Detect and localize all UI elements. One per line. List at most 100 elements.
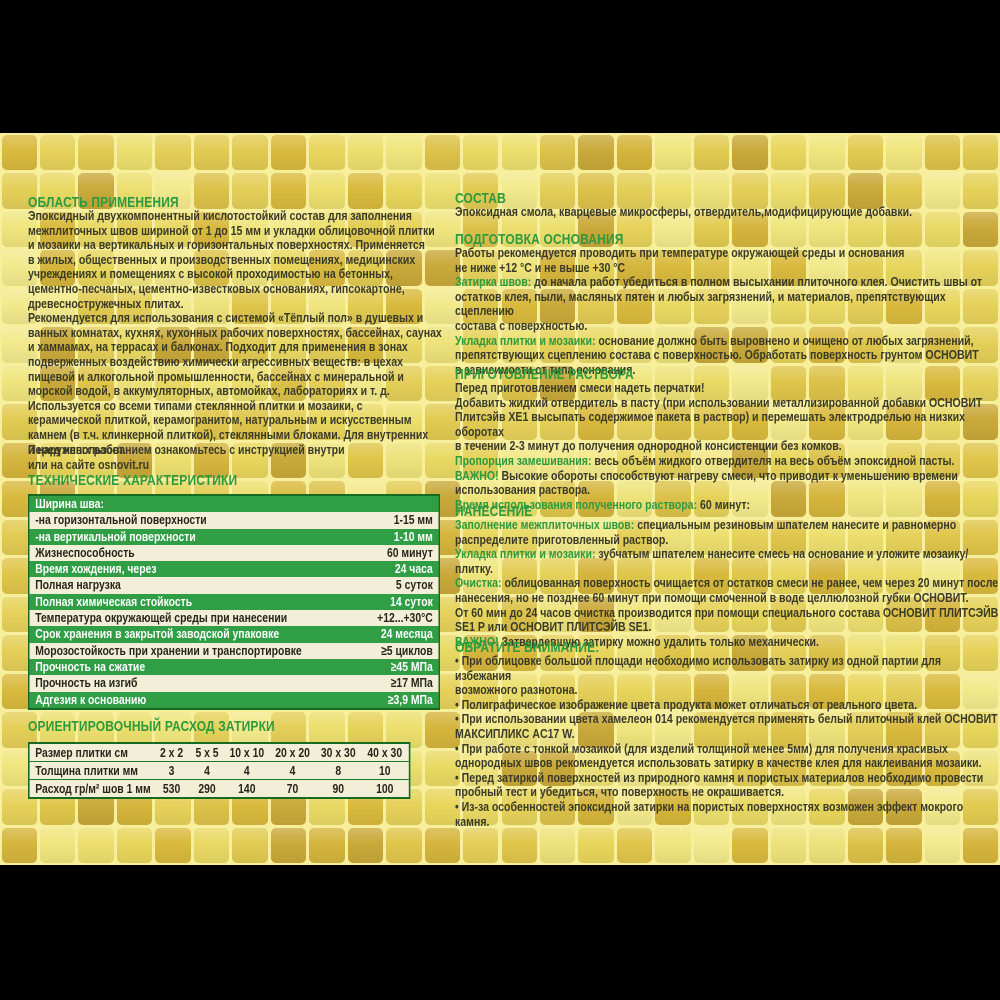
mosaic-tile [347, 327, 384, 363]
tech-spec-row: Температура окружающей среды при нанесен… [29, 610, 439, 627]
tech-spec-value: 24 месяца [380, 626, 433, 642]
mosaic-tile [193, 173, 230, 209]
mosaic-tile [732, 519, 768, 556]
mosaic-tile [809, 365, 845, 402]
mosaic-tile [578, 327, 614, 363]
mosaic-tile [732, 558, 768, 594]
mosaic-tile [309, 134, 345, 171]
mosaic-tile [809, 327, 845, 363]
consumption-cell: 5 x 5 [195, 745, 219, 760]
mosaic-tile [578, 365, 614, 402]
mosaic-tile [463, 134, 499, 171]
section-title-tech-specs: ТЕХНИЧЕСКИЕ ХАРАКТЕРИСТИКИ [28, 472, 238, 489]
section-title-composition: СОСТАВ [455, 190, 506, 207]
consumption-cell: 90 [332, 781, 345, 796]
mosaic-tile [963, 404, 999, 440]
mosaic-tile [847, 750, 884, 787]
mosaic-tile [578, 404, 614, 440]
section-text-composition: Эпоксидная смола, кварцевые микросферы, … [455, 204, 913, 219]
mosaic-tile [309, 288, 345, 325]
section-title-application-process: НАНЕСЕНИЕ [455, 503, 533, 520]
mosaic-tile [770, 827, 807, 864]
mosaic-tile [193, 712, 230, 748]
mosaic-tile [963, 750, 999, 787]
mosaic-tile [770, 750, 807, 787]
consumption-row: Расход гр/м² шов 1 мм 530 290 140 70 90 100 [29, 779, 409, 797]
mosaic-tile [924, 635, 961, 671]
tech-spec-value: 24 часа [394, 561, 433, 577]
mosaic-tile [424, 250, 461, 286]
mosaic-tile [193, 827, 230, 864]
consumption-cell: 4 [289, 763, 296, 778]
mosaic-tile [655, 211, 691, 248]
tech-spec-value: 60 минут [386, 544, 433, 560]
mosaic-tile [424, 134, 461, 171]
mosaic-tile [732, 789, 768, 825]
mosaic-tile [886, 519, 922, 556]
mosaic-tile [770, 442, 807, 479]
mosaic-tile [732, 712, 768, 748]
mosaic-tile [501, 673, 537, 710]
tech-spec-row: Адгезия к основанию ≥3,9 МПа [29, 691, 439, 708]
mosaic-tile [539, 134, 576, 171]
mosaic-tile [539, 750, 576, 787]
mosaic-tile [732, 635, 768, 671]
mosaic-tile [809, 442, 845, 479]
tech-spec-label: Полная нагрузка [35, 577, 121, 593]
mosaic-tile [1, 827, 37, 864]
consumption-cell: 290 [198, 781, 216, 796]
mosaic-tile [770, 789, 807, 825]
mosaic-tile [424, 750, 461, 787]
mosaic-tile [847, 404, 884, 440]
mosaic-tile [116, 288, 153, 325]
mosaic-tile [655, 519, 691, 556]
mosaic-tile [616, 404, 653, 440]
inline-green-label: Укладка плитки и мозаики: [455, 546, 596, 562]
mosaic-tile [386, 442, 422, 479]
mosaic-tile [886, 635, 922, 671]
mosaic-tile [924, 365, 961, 402]
mosaic-tile [578, 827, 614, 864]
mosaic-tile [501, 481, 537, 517]
mosaic-tile [232, 442, 268, 479]
mosaic-tile [1, 712, 37, 748]
tech-spec-row: Жизнеспособность 60 минут [29, 544, 439, 562]
tech-spec-value: 1-10 мм [393, 528, 433, 544]
tech-specs-table: Ширина шва: -на горизонтальной поверхност… [28, 494, 440, 710]
tech-spec-label: Жизнеспособность [35, 544, 135, 560]
mosaic-tile [463, 288, 499, 325]
mosaic-tile [886, 250, 922, 286]
inline-green-label: Пропорция замешивания: [455, 452, 592, 468]
mosaic-tile [963, 327, 999, 363]
mosaic-tile [809, 712, 845, 748]
consumption-cell: 140 [238, 781, 256, 796]
mosaic-tile [924, 134, 961, 171]
mosaic-tile [78, 712, 114, 748]
mosaic-tile [847, 134, 884, 171]
mosaic-tile [616, 481, 653, 517]
mosaic-tile [78, 211, 114, 248]
mosaic-tile [78, 173, 114, 209]
section-text-substrate-preparation: Работы рекомендуется проводить при темпе… [455, 245, 983, 377]
mosaic-tile [809, 134, 845, 171]
instruction-note: Перед использованием ознакомьтесь с инст… [28, 442, 345, 472]
mosaic-tile [655, 712, 691, 748]
section-title-mortar-preparation: ПРИГОТОВЛЕНИЕ РАСТВОРА [455, 366, 634, 383]
mosaic-tile [39, 327, 76, 363]
mosaic-tile [770, 211, 807, 248]
mosaic-tile [386, 173, 422, 209]
tech-spec-label: Полная химическая стойкость [35, 593, 193, 609]
tech-spec-row: Полная нагрузка 5 суток [29, 577, 439, 594]
mosaic-tile [578, 481, 614, 517]
mosaic-tile [539, 404, 576, 440]
mosaic-tile [539, 250, 576, 286]
mosaic-tile [232, 327, 268, 363]
mosaic-tile [847, 673, 884, 710]
mosaic-tile [155, 327, 191, 363]
mosaic-tile [847, 558, 884, 594]
mosaic-tile [655, 365, 691, 402]
mosaic-tile [501, 173, 537, 209]
mosaic-tile [809, 635, 845, 671]
mosaic-tile [155, 173, 191, 209]
mosaic-tile [732, 365, 768, 402]
